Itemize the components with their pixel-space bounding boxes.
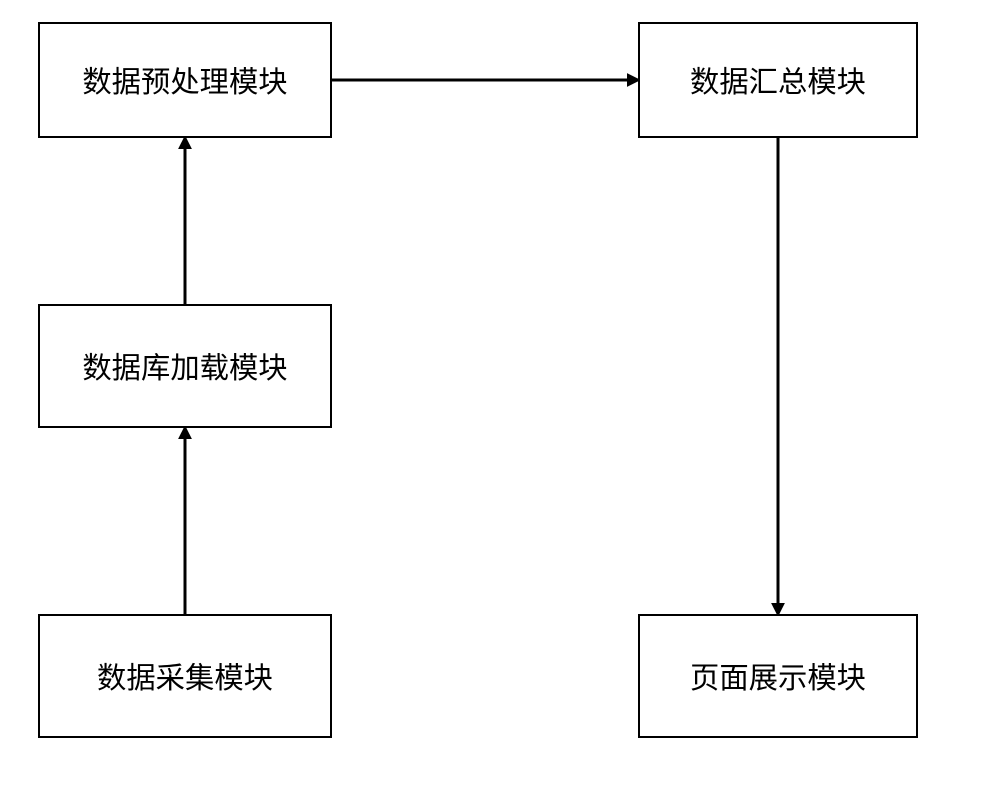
flowchart-canvas: 数据预处理模块 数据汇总模块 数据库加载模块 数据采集模块 页面展示模块 — [0, 0, 1000, 796]
node-loader: 数据库加载模块 — [38, 304, 332, 428]
node-preprocess: 数据预处理模块 — [38, 22, 332, 138]
node-label: 数据采集模块 — [97, 655, 273, 697]
node-label: 数据预处理模块 — [82, 59, 287, 101]
node-label: 数据库加载模块 — [82, 345, 287, 387]
node-display: 页面展示模块 — [638, 614, 918, 738]
node-label: 数据汇总模块 — [690, 59, 866, 101]
node-label: 页面展示模块 — [690, 655, 866, 697]
node-collect: 数据采集模块 — [38, 614, 332, 738]
node-aggregate: 数据汇总模块 — [638, 22, 918, 138]
